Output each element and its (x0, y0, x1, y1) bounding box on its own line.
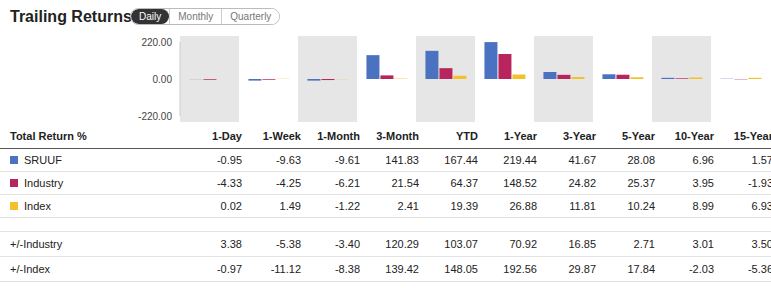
html-text:1-Day: 1-Day (212, 129, 242, 142)
svg-text:-220.00: -220.00 (138, 111, 172, 122)
html-text:148.52: 148.52 (503, 176, 537, 189)
html-text:16.85: 16.85 (568, 237, 596, 250)
html-text:8.99: 8.99 (692, 199, 714, 212)
html-text:19.39: 19.39 (450, 199, 478, 212)
svg-text:220.00: 220.00 (141, 37, 172, 48)
html-text:5-Year: 5-Year (622, 129, 655, 142)
html-text:-1.22: -1.22 (334, 199, 360, 212)
html-text:+/-Index: +/-Index (10, 262, 51, 275)
html-text:3-Month: 3-Month (376, 129, 419, 142)
html-text:219.44: 219.44 (503, 153, 537, 166)
html-text:2.41: 2.41 (397, 199, 419, 212)
html-text:-9.63: -9.63 (275, 153, 301, 166)
html-text:Trailing Returns: Trailing Returns (10, 8, 132, 25)
html-text:21.54: 21.54 (391, 176, 419, 189)
html-text:141.83: 141.83 (385, 153, 419, 166)
html-text:1.49: 1.49 (279, 199, 301, 212)
html-text:-0.95: -0.95 (216, 153, 242, 166)
html-text:Daily: Daily (139, 11, 162, 22)
html-text:2.71: 2.71 (633, 237, 655, 250)
html-text:192.56: 192.56 (503, 262, 537, 275)
html-text:10.24: 10.24 (627, 199, 655, 212)
html-text:-2.03: -2.03 (688, 262, 714, 275)
html-text:1-Week: 1-Week (262, 129, 301, 142)
html-text:-6.21: -6.21 (334, 176, 360, 189)
html-text:139.42: 139.42 (385, 262, 419, 275)
html-text:3.01: 3.01 (692, 237, 714, 250)
html-text:26.88: 26.88 (509, 199, 537, 212)
html-text:29.87: 29.87 (568, 262, 596, 275)
html-text:-0.97: -0.97 (216, 262, 242, 275)
html-text:3.95: 3.95 (692, 176, 714, 189)
html-text:103.07: 103.07 (444, 237, 478, 250)
html-text:1-Year: 1-Year (504, 129, 537, 142)
html-text:3-Year: 3-Year (563, 129, 596, 142)
html-text:+/-Industry: +/-Industry (10, 237, 63, 250)
html-text:64.37: 64.37 (450, 176, 478, 189)
html-text:24.82: 24.82 (568, 176, 596, 189)
html-text:-11.12: -11.12 (270, 262, 301, 275)
html-text:SRUUF: SRUUF (24, 153, 62, 166)
html-text:Industry: Industry (24, 176, 64, 189)
html-text:-3.40: -3.40 (334, 237, 360, 250)
svg-text:0.00: 0.00 (153, 74, 173, 85)
html-text:28.08: 28.08 (627, 153, 655, 166)
html-text:120.29: 120.29 (385, 237, 419, 250)
html-text:17.84: 17.84 (627, 262, 655, 275)
html-text:41.67: 41.67 (568, 153, 596, 166)
html-text:-4.33: -4.33 (216, 176, 242, 189)
html-text:10-Year: 10-Year (674, 129, 714, 142)
html-text:0.02: 0.02 (220, 199, 242, 212)
html-text:148.05: 148.05 (444, 262, 478, 275)
html-text:70.92: 70.92 (509, 237, 537, 250)
html-text:Monthly: Monthly (178, 11, 214, 22)
html-text:1-Month: 1-Month (317, 129, 360, 142)
html-text:-9.61: -9.61 (334, 153, 360, 166)
html-text:YTD: YTD (456, 129, 478, 142)
html-text:Total Return %: Total Return % (10, 129, 87, 142)
html-text:3.38: 3.38 (220, 237, 242, 250)
html-text:-4.25: -4.25 (275, 176, 301, 189)
html-text:-8.38: -8.38 (334, 262, 360, 275)
html-text:11.81: 11.81 (569, 199, 596, 212)
html-text:6.96: 6.96 (692, 153, 714, 166)
html-text:Quarterly: Quarterly (230, 11, 272, 22)
html-text:25.37: 25.37 (627, 176, 655, 189)
html-text:Index: Index (24, 199, 51, 212)
html-text:167.44: 167.44 (444, 153, 478, 166)
html-text:-5.38: -5.38 (275, 237, 301, 250)
